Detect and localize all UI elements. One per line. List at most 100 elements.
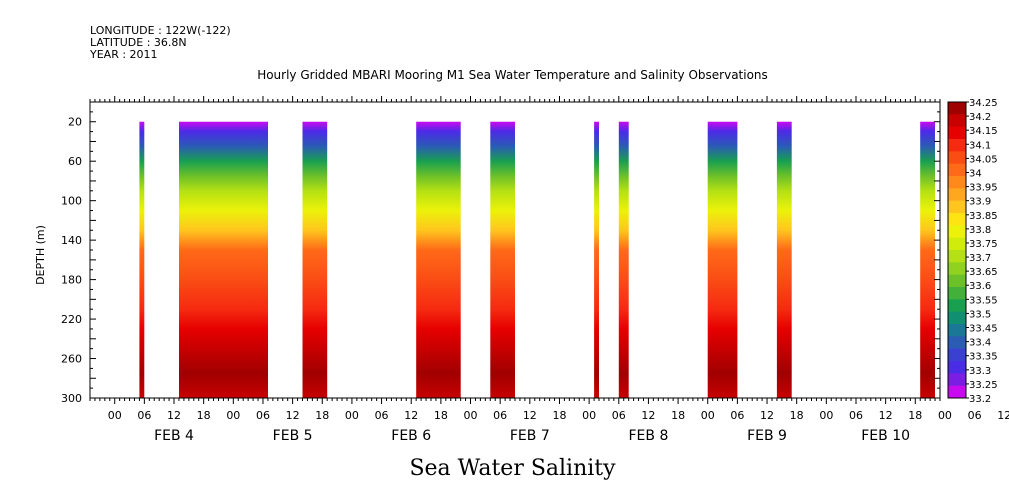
x-tick-label: 12	[997, 409, 1009, 422]
colorbar-band	[948, 287, 966, 300]
x-tick-label: 00	[464, 409, 478, 422]
colorbar-band	[948, 250, 966, 263]
x-day-label: FEB 8	[628, 428, 668, 444]
data-segment	[594, 121, 599, 399]
colorbar-label: 33.8	[969, 225, 991, 236]
x-tick-label: 06	[612, 409, 626, 422]
x-tick-label: 06	[256, 409, 270, 422]
x-tick-label: 00	[701, 409, 715, 422]
x-day-label: FEB 9	[747, 428, 787, 444]
colorbar-band	[948, 299, 966, 313]
colorbar-band	[948, 200, 966, 214]
y-axis: 20 60 100 140 180 220 260 300	[61, 101, 940, 405]
x-tick-label: 12	[879, 409, 893, 422]
data-segment	[490, 121, 515, 399]
colorbar-band	[948, 237, 966, 251]
colorbar-label: 33.5	[969, 309, 991, 320]
x-tick-label: 18	[908, 409, 922, 422]
colorbar-label: 34.05	[969, 154, 998, 165]
x-tick-label: 18	[790, 409, 804, 422]
x-tick-label: 00	[108, 409, 122, 422]
colorbar-label: 33.95	[969, 183, 998, 194]
colorbar-band	[948, 163, 966, 177]
x-tick-label: 18	[315, 409, 329, 422]
colorbar-label: 33.85	[969, 211, 998, 222]
x-axis: 00 06 12 18 00 06 12 18 00 06 12 18 00 06 12 18 00 06 12 18…	[89, 96, 1009, 444]
y-axis-label: DEPTH (m)	[34, 225, 47, 285]
x-day-label: FEB 6	[391, 428, 431, 444]
colorbar-label: 33.2	[969, 394, 991, 405]
colorbar-band	[948, 348, 966, 362]
colorbar-band	[948, 274, 966, 288]
x-day-label: FEB 10	[861, 428, 910, 444]
colorbar-band	[948, 311, 966, 325]
x-day-label: FEB 4	[154, 428, 194, 444]
colorbar-band	[948, 262, 966, 276]
colorbar-label: 34.25	[969, 98, 998, 109]
colorbar-label: 33.35	[969, 352, 998, 363]
colorbar-band	[948, 336, 966, 350]
x-tick-label: 18	[671, 409, 685, 422]
x-tick-label: 00	[938, 409, 952, 422]
colorbar-label: 33.3	[969, 366, 991, 377]
x-tick-label: 12	[167, 409, 181, 422]
x-tick-label: 12	[760, 409, 774, 422]
colorbar-label: 33.9	[969, 197, 991, 208]
colorbar-label: 34.1	[969, 140, 991, 151]
data-segment	[776, 121, 792, 399]
x-tick-label: 06	[968, 409, 982, 422]
data-segment	[416, 121, 461, 399]
y-tick-label: 140	[61, 234, 82, 247]
y-tick-label: 100	[61, 195, 82, 208]
colorbar-band	[948, 114, 966, 128]
colorbar-label: 33.25	[969, 380, 998, 391]
colorbar-band	[948, 176, 966, 189]
data-segment	[302, 121, 328, 399]
colorbar-label: 33.75	[969, 239, 998, 250]
x-day-label: FEB 5	[273, 428, 313, 444]
colorbar-label: 33.4	[969, 338, 991, 349]
y-tick-label: 180	[61, 274, 82, 287]
x-tick-label: 00	[819, 409, 833, 422]
y-tick-label: 300	[61, 392, 82, 405]
data-segments	[139, 121, 935, 399]
x-tick-label: 06	[137, 409, 151, 422]
colorbar-label: 33.6	[969, 281, 991, 292]
colorbar-band	[948, 225, 966, 239]
colorbar-label: 34.15	[969, 126, 998, 137]
colorbar-band	[948, 188, 966, 202]
x-tick-label: 06	[375, 409, 389, 422]
data-segment	[139, 121, 145, 399]
colorbar-band	[948, 102, 966, 115]
y-tick-label: 20	[68, 116, 82, 129]
x-tick-label: 18	[552, 409, 566, 422]
colorbar-band	[948, 324, 966, 337]
colorbar-label: 33.7	[969, 253, 991, 264]
x-tick-label: 00	[582, 409, 596, 422]
x-tick-label: 18	[197, 409, 211, 422]
x-tick-label: 06	[493, 409, 507, 422]
y-tick-label: 220	[61, 313, 82, 326]
colorbar-border	[947, 101, 967, 399]
x-tick-label: 12	[523, 409, 537, 422]
y-tick-label: 60	[68, 155, 82, 168]
latitude-label: LATITUDE : 36.8N	[90, 36, 187, 49]
x-tick-label: 18	[434, 409, 448, 422]
x-tick-label: 06	[849, 409, 863, 422]
data-segment	[179, 121, 268, 399]
year-label: YEAR : 2011	[90, 48, 158, 61]
colorbar-legend: 34.25 34.2 34.15 34.1 34.05 34 33.95 33.9 33.85 3…	[947, 98, 998, 405]
longitude-label: LONGITUDE : 122W(-122)	[90, 24, 231, 37]
colorbar-band	[948, 361, 966, 374]
colorbar-band	[948, 213, 966, 226]
colorbar-band	[948, 126, 966, 140]
data-segment	[618, 121, 629, 399]
colorbar-band	[948, 151, 966, 165]
x-tick-label: 00	[345, 409, 359, 422]
colorbar-band	[948, 139, 966, 152]
colorbar-label: 33.55	[969, 295, 998, 306]
x-day-label: FEB 7	[510, 428, 550, 444]
y-tick-label: 260	[61, 353, 82, 366]
x-axis-label: Sea Water Salinity	[409, 456, 616, 481]
